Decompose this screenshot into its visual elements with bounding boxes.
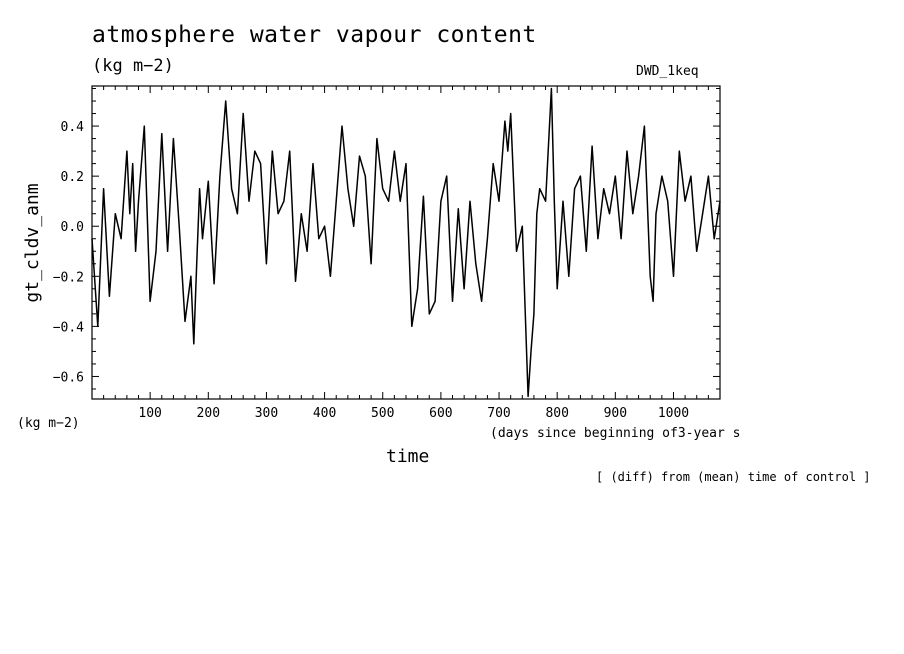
plot-frame	[91, 85, 721, 400]
x-axis-label: time	[386, 446, 430, 467]
series-line-gt-cldv-anm	[91, 87, 721, 398]
units-label: (kg m−2)	[92, 56, 174, 76]
run-label: DWD_1keq	[636, 64, 699, 79]
chart-title: atmosphere water vapour content	[92, 22, 537, 48]
y-tick-label: −0.2	[53, 270, 84, 285]
y-tick-label: 0.4	[61, 120, 85, 135]
x-tick-label: 700	[487, 406, 510, 421]
y-tick-label: −0.6	[53, 370, 84, 385]
x-tick-label: 100	[138, 406, 161, 421]
y-tick-label: 0.0	[61, 220, 84, 235]
tick-labels: 100 200 300 400 500 600 700 800 900 1000 −0.6 −0.4 −…	[53, 120, 689, 421]
axis-ticks	[92, 86, 720, 399]
y-tick-label: 0.2	[61, 170, 84, 185]
y-units-label: (kg m−2)	[17, 416, 80, 431]
x-tick-label: 600	[429, 406, 452, 421]
x-tick-label: 300	[255, 406, 278, 421]
y-axis-label: gt_cldv_anm	[22, 183, 43, 302]
x-units-label: (days since beginning of3-year s	[490, 426, 741, 441]
x-tick-label: 800	[545, 406, 568, 421]
x-tick-label: 1000	[658, 406, 689, 421]
x-tick-label: 200	[197, 406, 220, 421]
footnote: [ (diff) from (mean) time of control ]	[596, 470, 871, 484]
x-tick-label: 900	[604, 406, 627, 421]
x-tick-label: 400	[313, 406, 336, 421]
x-tick-label: 500	[371, 406, 394, 421]
y-tick-label: −0.4	[53, 320, 84, 335]
